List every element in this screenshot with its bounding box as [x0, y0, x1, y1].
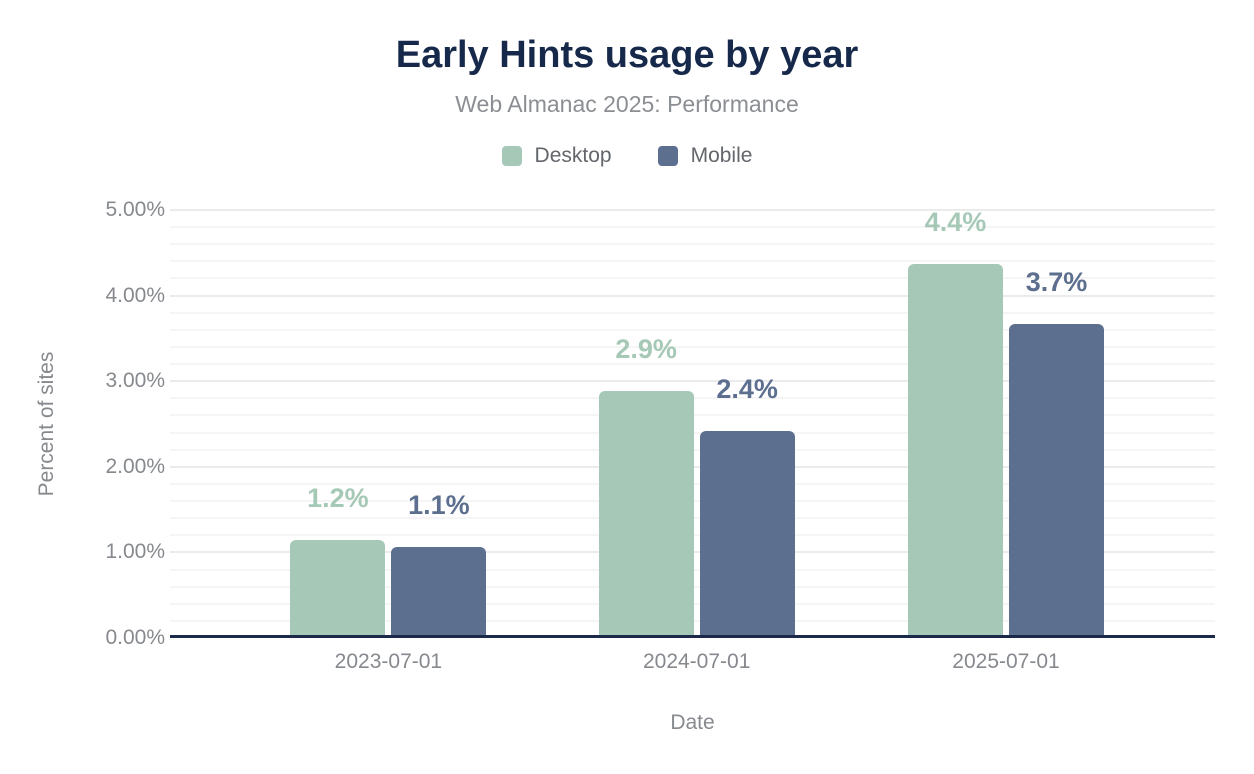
legend-item-mobile[interactable]: Mobile — [657, 144, 753, 168]
bar-value-label-mobile-2024-07-01: 2.4% — [716, 373, 778, 404]
legend-item-desktop[interactable]: Desktop — [501, 144, 612, 168]
x-tick-label: 2023-07-01 — [334, 650, 443, 673]
bar-mobile-2024-07-01[interactable] — [699, 430, 795, 638]
bar-value-label-desktop-2024-07-01: 2.9% — [615, 333, 677, 364]
plot-area: 1.2% 1.1% 2.9% 2.4% 4.4% 3.7% — [170, 206, 1215, 638]
bar-value-label-desktop-2025-07-01: 4.4% — [924, 206, 987, 237]
bar-value-label-mobile-2023-07-01: 1.1% — [408, 490, 470, 521]
y-tick-label: 5.00% — [105, 198, 165, 221]
x-tick-label: 2025-07-01 — [952, 650, 1060, 673]
x-axis-line — [170, 635, 1215, 638]
bar-desktop-2024-07-01[interactable] — [598, 390, 694, 638]
legend-label-mobile: Mobile — [690, 144, 753, 167]
legend-swatch-desktop — [501, 146, 522, 166]
chart-subtitle: Web Almanac 2025: Performance — [455, 91, 799, 117]
legend-label-desktop: Desktop — [534, 144, 612, 167]
y-tick-label: 1.00% — [105, 540, 165, 564]
gridline-major — [170, 294, 1215, 297]
gridline-minor — [170, 328, 1215, 331]
bar-mobile-2023-07-01[interactable] — [391, 547, 487, 638]
y-tick-label: 3.00% — [105, 369, 165, 393]
x-tick-label: 2024-07-01 — [642, 650, 751, 673]
gridline-minor — [170, 345, 1215, 348]
gridline-major — [170, 209, 1215, 211]
gridline-minor — [170, 311, 1215, 314]
legend: Desktop Mobile — [0, 144, 1254, 168]
y-tick-label: 2.00% — [105, 454, 165, 478]
gridline-minor — [170, 363, 1215, 366]
bar-mobile-2025-07-01[interactable] — [1009, 323, 1104, 638]
gridline-minor — [170, 243, 1215, 246]
gridline-minor — [170, 277, 1215, 280]
gridline-minor — [170, 260, 1215, 263]
gridline-major — [170, 380, 1215, 383]
bar-value-label-desktop-2023-07-01: 1.2% — [307, 482, 369, 513]
chart-title: Early Hints usage by year — [395, 34, 859, 76]
y-tick-label: 4.00% — [105, 283, 165, 307]
x-axis-title: Date — [670, 711, 715, 734]
gridline-minor — [170, 226, 1215, 229]
y-tick-label: 0.00% — [105, 626, 165, 649]
bar-desktop-2023-07-01[interactable] — [290, 539, 386, 638]
bar-desktop-2025-07-01[interactable] — [908, 263, 1003, 638]
legend-swatch-mobile — [657, 146, 678, 166]
bar-value-label-mobile-2025-07-01: 3.7% — [1025, 266, 1088, 297]
